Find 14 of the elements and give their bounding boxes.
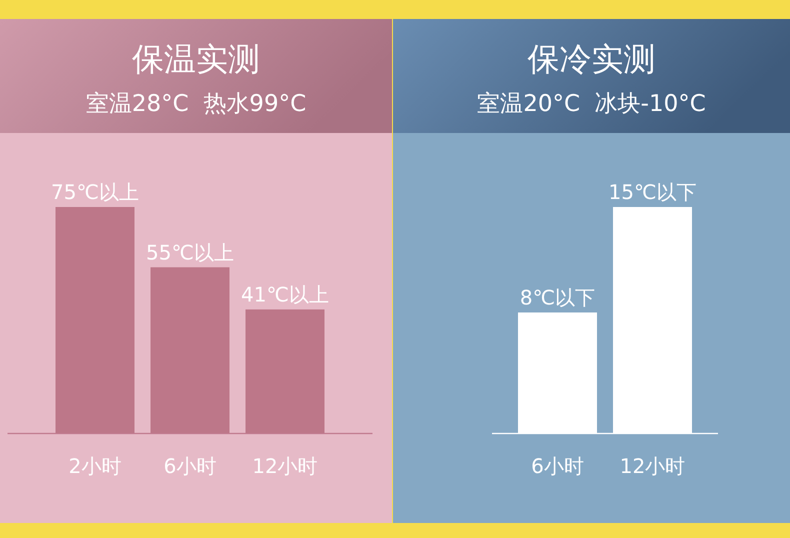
x-tick-label: 6小时 [164, 454, 216, 478]
x-tick-label: 12小时 [620, 454, 686, 478]
data-label: 8℃以下 [520, 285, 596, 310]
data-label: 55℃以上 [146, 240, 234, 264]
x-tick-label: 6小时 [531, 454, 584, 478]
chart-title: 保温实测 [132, 40, 260, 78]
x-tick-label: 12小时 [252, 454, 318, 478]
chart-subtitle: 室温28°C 热水99°C [86, 91, 306, 117]
data-label: 41℃以上 [241, 282, 329, 306]
x-tick-label: 2小时 [68, 454, 122, 478]
chart-title: 保冷实测 [528, 40, 656, 78]
chart-subtitle: 室温20°C 冰块-10°C [477, 91, 706, 117]
data-label: 15℃以下 [608, 180, 696, 204]
data-label: 75℃以上 [51, 180, 139, 204]
